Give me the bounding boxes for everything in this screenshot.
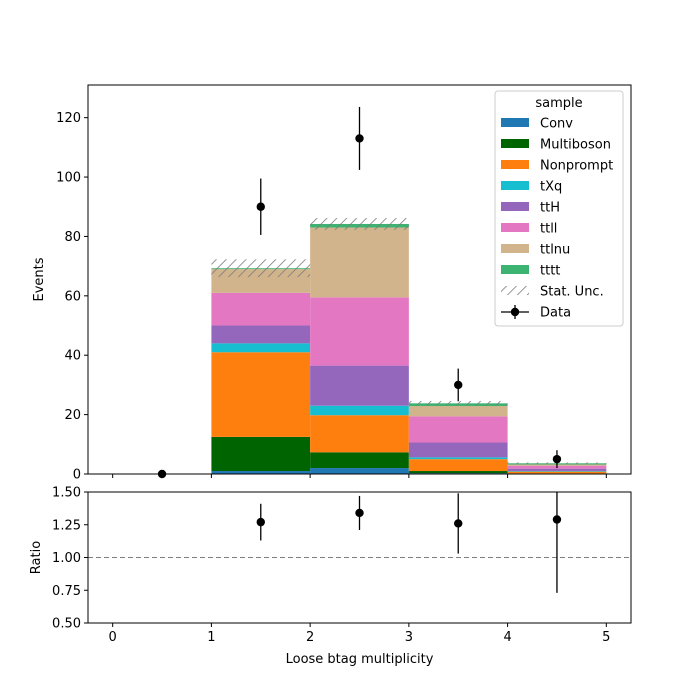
ratio-y-tick-label: 0.50 [52, 617, 81, 632]
ratio-point [454, 493, 463, 554]
legend-swatch [501, 181, 529, 190]
ratio-y-tick-label: 1.00 [52, 551, 81, 566]
bar-tth-bin-3 [408, 442, 508, 458]
legend-item-data: Data [501, 305, 571, 321]
legend-label: ttll [540, 222, 557, 237]
legend-items: Conv Multiboson Nonprompt tXq ttH ttll ttlnu tt… [501, 117, 613, 321]
legend-item-tttt: tttt [501, 264, 560, 279]
data-point-bin-1 [256, 178, 265, 235]
bar-ttlnu-bin-3 [408, 405, 508, 417]
bar-nonprompt-bin-2 [310, 415, 409, 453]
main-x-axis-ticks [112, 474, 607, 478]
data-point-bin-3 [454, 368, 463, 402]
x-tick-label: 0 [109, 630, 117, 645]
bar-ttlnu-bin-2 [310, 227, 409, 298]
main-y-tick-label: 20 [64, 408, 81, 423]
ratio-panel: 0.50 0.75 1.00 1.25 1.50 0 1 2 3 4 5 Ratio Loose … [29, 486, 632, 667]
legend-label: Data [540, 306, 571, 321]
bar-tth-bin-1 [211, 325, 311, 344]
legend-swatch [501, 265, 529, 274]
bar-multiboson-bin-2 [310, 452, 409, 469]
x-tick-label: 2 [306, 630, 314, 645]
main-y-tick-label: 0 [73, 468, 81, 483]
legend-label: tXq [540, 180, 562, 195]
bar-conv-bin-2 [310, 468, 409, 474]
bar-ttll-bin-2 [310, 297, 409, 366]
main-y-tick-label: 100 [56, 171, 81, 186]
bar-nonprompt-bin-1 [211, 352, 311, 437]
bar-multiboson-bin-1 [211, 436, 311, 472]
bar-txq-bin-3 [408, 457, 508, 460]
bar-ttll-bin-3 [408, 416, 508, 443]
legend-swatch [501, 202, 529, 211]
legend-label: Conv [540, 117, 573, 132]
ratio-points [256, 492, 562, 593]
ratio-point [256, 503, 265, 541]
legend-item-multiboson: Multiboson [501, 138, 611, 153]
x-tick-label: 5 [602, 630, 610, 645]
legend-marker [510, 307, 520, 317]
ratio-y-tick-label: 0.75 [52, 584, 81, 599]
ratio-y-tick-label: 1.50 [52, 486, 81, 501]
legend-label: Stat. Unc. [540, 285, 604, 300]
main-y-tick-label: 60 [64, 289, 81, 304]
x-tick-label: 4 [503, 630, 511, 645]
x-tick-label: 3 [405, 630, 413, 645]
ratio-x-axis-ticks: 0 1 2 3 4 5 [109, 623, 610, 645]
bar-nonprompt-bin-3 [408, 459, 508, 472]
bar-tth-bin-4 [507, 468, 607, 472]
legend-swatch [501, 160, 529, 169]
legend-label: ttH [540, 201, 560, 216]
legend-swatch [501, 286, 529, 295]
legend-item-ttlnu: ttlnu [501, 243, 570, 258]
bar-txq-bin-2 [310, 405, 409, 416]
legend-label: Nonprompt [540, 159, 613, 174]
ratio-y-axis-ticks: 0.50 0.75 1.00 1.25 1.50 [52, 486, 88, 632]
x-tick-label: 1 [207, 630, 215, 645]
main-y-tick-label: 80 [64, 230, 81, 245]
bar-txq-bin-4 [507, 471, 607, 472]
main-y-axis-ticks: 0 20 40 60 80 100 120 [56, 111, 88, 483]
legend-item-nonprompt: Nonprompt [501, 159, 613, 174]
ratio-point [552, 492, 562, 593]
legend-swatch [501, 244, 529, 253]
legend-item-tth: ttH [501, 201, 560, 216]
legend-item-conv: Conv [501, 117, 573, 132]
bar-ttll-bin-1 [211, 292, 311, 326]
legend-swatch [501, 223, 529, 232]
legend-label: tttt [540, 264, 560, 279]
legend-swatch [501, 118, 529, 127]
bar-nonprompt-bin-4 [507, 471, 607, 474]
ratio-y-tick-label: 1.25 [52, 518, 81, 533]
data-point-bin-2 [355, 106, 364, 170]
legend: sample Conv Multiboson Nonprompt tXq ttH ttll… [494, 90, 624, 327]
x-axis-label: Loose btag multiplicity [286, 652, 434, 667]
ratio-y-axis-label: Ratio [29, 541, 44, 574]
bar-txq-bin-1 [211, 343, 311, 353]
bar-tth-bin-2 [310, 365, 409, 406]
legend-label: Multiboson [540, 138, 611, 153]
data-point-bin-4 [552, 450, 562, 469]
legend-item-ttll: ttll [501, 222, 557, 237]
stacked-bars [211, 223, 607, 474]
legend-label: ttlnu [540, 243, 570, 258]
main-panel: 0 20 40 60 80 100 120 Events [32, 84, 632, 483]
legend-item-stat-unc: Stat. Unc. [501, 285, 604, 300]
legend-title: sample [535, 96, 582, 111]
y-axis-label: Events [32, 257, 47, 301]
data-points [157, 106, 562, 479]
legend-swatch [501, 139, 529, 148]
main-y-tick-label: 120 [56, 111, 81, 126]
bar-multiboson-bin-3 [408, 471, 508, 474]
stat-unc-bin-3 [408, 400, 508, 406]
stat-unc-bin-1 [211, 259, 311, 278]
legend-item-txq: tXq [501, 180, 562, 195]
main-y-tick-label: 40 [64, 349, 81, 364]
stat-unc-bin-2 [310, 218, 409, 230]
bar-conv-bin-1 [211, 471, 311, 474]
ratio-point [355, 495, 364, 530]
main-axes-frame [87, 84, 632, 475]
